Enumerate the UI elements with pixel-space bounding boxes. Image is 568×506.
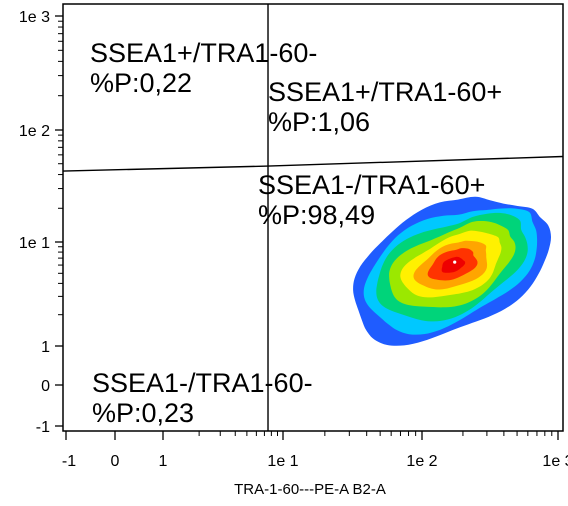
- quadrant-name: SSEA1-/TRA1-60+: [258, 170, 485, 200]
- density-population: [353, 196, 552, 346]
- x-tick-label: 1: [159, 453, 168, 470]
- horizontal-gate-line-right[interactable]: [267, 155, 564, 167]
- quadrant-label-bottom-right: SSEA1-/TRA1-60+%P:98,49: [258, 170, 485, 230]
- y-tick-label: 0: [41, 378, 50, 395]
- quadrant-percent: %P:98,49: [258, 200, 375, 230]
- x-tick-label: 0: [111, 453, 120, 470]
- y-tick-label: -1: [36, 419, 50, 436]
- quadrant-label-top-right: SSEA1+/TRA1-60+%P:1,06: [268, 77, 502, 137]
- axes: -1 0 1 1e 1 1e 2 1e 3 -1 0 1 1e 1 1e 2 1e 3: [19, 3, 568, 470]
- density-peak: [453, 260, 457, 264]
- y-tick-label: 1e 1: [19, 235, 50, 252]
- x-tick-label: -1: [62, 453, 76, 470]
- x-tick-label: 1e 3: [542, 453, 568, 470]
- quadrant-percent: %P:1,06: [268, 107, 370, 137]
- horizontal-gate-line-left[interactable]: [62, 165, 269, 172]
- x-tick-label: 1e 2: [406, 453, 437, 470]
- quadrant-name: SSEA1+/TRA1-60+: [268, 77, 502, 107]
- y-tick-label: 1e 3: [19, 9, 50, 26]
- plot-frame: [62, 3, 564, 432]
- quadrant-label-bottom-left: SSEA1-/TRA1-60-%P:0,23: [92, 368, 313, 428]
- quadrant-percent: %P:0,22: [90, 68, 192, 98]
- quadrant-name: SSEA1-/TRA1-60-: [92, 368, 313, 398]
- x-axis-title: TRA-1-60---PE-A B2-A: [234, 481, 386, 498]
- y-tick-label: 1: [41, 339, 50, 356]
- quadrant-labels: SSEA1+/TRA1-60-%P:0,22 SSEA1+/TRA1-60+%P:…: [90, 38, 502, 428]
- quadrant-label-top-left: SSEA1+/TRA1-60-%P:0,22: [90, 38, 317, 98]
- x-tick-label: 1e 1: [267, 453, 298, 470]
- quadrant-percent: %P:0,23: [92, 398, 194, 428]
- quadrant-name: SSEA1+/TRA1-60-: [90, 38, 317, 68]
- density-level-8: [441, 256, 466, 273]
- quadrant-gates[interactable]: [62, 4, 564, 431]
- y-tick-label: 1e 2: [19, 123, 50, 140]
